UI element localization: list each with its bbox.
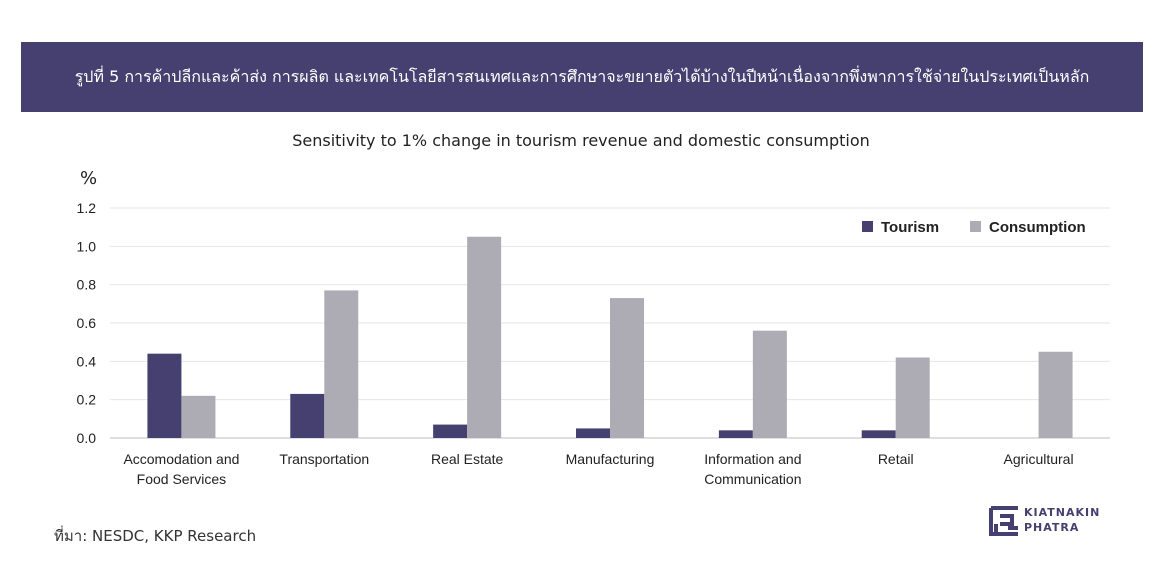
bar-tourism xyxy=(433,424,468,438)
chart-banner: รูปที่ 5 การค้าปลีกและค้าส่ง การผลิต และ… xyxy=(21,42,1143,112)
bar-tourism xyxy=(861,430,896,438)
y-tick-label: 0.8 xyxy=(77,277,97,293)
bar-consumption xyxy=(895,357,930,438)
bar-tourism xyxy=(576,428,610,438)
source-note: ที่มา: NESDC, KKP Research xyxy=(54,527,257,545)
x-tick-label: Manufacturing xyxy=(566,451,655,467)
legend-label: Consumption xyxy=(989,219,1086,236)
bars-layer xyxy=(147,236,1073,438)
bar-consumption xyxy=(467,236,502,438)
x-tick-label: Real Estate xyxy=(431,451,504,467)
y-tick-label: 0.6 xyxy=(77,315,97,331)
bar-consumption xyxy=(610,298,644,438)
y-tick-label: 0.0 xyxy=(77,430,97,446)
logo-text-line2: PHATRA xyxy=(1024,521,1080,534)
logo-icon xyxy=(989,506,1018,536)
legend-swatch xyxy=(862,221,873,232)
y-tick-label: 1.0 xyxy=(77,238,97,254)
bar-consumption xyxy=(752,330,787,438)
x-tick-label: Communication xyxy=(704,471,801,487)
x-tick-label: Transportation xyxy=(279,451,369,467)
logo-text-line1: KIATNAKIN xyxy=(1024,506,1101,519)
legend: Tourism Consumption xyxy=(862,219,1086,236)
x-tick-label: Accomodation and xyxy=(123,451,239,467)
banner-title: รูปที่ 5 การค้าปลีกและค้าส่ง การผลิต และ… xyxy=(74,66,1090,86)
bar-tourism xyxy=(718,430,753,438)
y-tick-label: 0.2 xyxy=(77,392,97,408)
y-tick-label: 1.2 xyxy=(77,200,97,216)
bar-tourism xyxy=(147,353,182,438)
x-tick-label: Food Services xyxy=(137,471,226,487)
x-tick-label: Retail xyxy=(878,451,914,467)
x-tick-label: Information and xyxy=(704,451,801,467)
bar-tourism xyxy=(290,393,325,438)
labels-layer: 0.0 0.2 0.4 0.6 0.8 1.0 1.2 Accomodation and Foo… xyxy=(77,200,1074,487)
legend-label: Tourism xyxy=(881,219,939,236)
bar-consumption xyxy=(1038,351,1073,438)
legend-swatch xyxy=(970,221,981,232)
bar-consumption xyxy=(324,290,359,438)
kiatnakin-phatra-logo: KIATNAKIN PHATRA xyxy=(988,502,1116,540)
y-tick-label: 0.4 xyxy=(77,353,97,369)
chart-title: Sensitivity to 1% change in tourism reve… xyxy=(292,131,870,150)
x-tick-label: Agricultural xyxy=(1004,451,1074,467)
bar-consumption xyxy=(181,395,216,438)
y-axis-unit: % xyxy=(80,168,98,189)
